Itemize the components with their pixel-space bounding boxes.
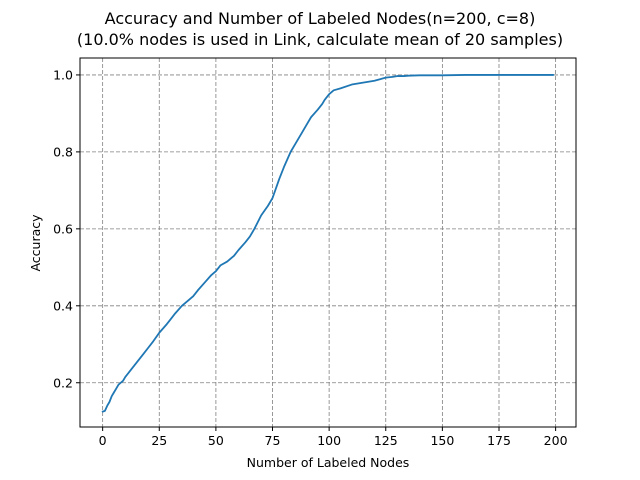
chart-title: Accuracy and Number of Labeled Nodes(n=2…	[105, 9, 536, 28]
x-axis-label: Number of Labeled Nodes	[247, 455, 410, 470]
plot-frame	[79, 57, 577, 428]
x-tick-label: 75	[265, 433, 281, 448]
x-tick-label: 200	[544, 433, 568, 448]
ticks: 0 25 50 75 100 125 150 175 200 0.2 0.4 0.6 0.8 1.0	[53, 67, 567, 448]
y-tick-label: 0.2	[53, 375, 73, 390]
x-tick-label: 0	[99, 433, 107, 448]
grid	[80, 58, 576, 427]
x-tick-label: 100	[317, 433, 341, 448]
series-layer	[101, 74, 555, 413]
y-tick-label: 0.4	[53, 298, 73, 313]
x-tick-label: 50	[208, 433, 224, 448]
x-tick-label: 25	[151, 433, 167, 448]
y-tick-label: 0.6	[53, 221, 73, 236]
y-tick-label: 0.8	[53, 144, 73, 159]
x-tick-label: 175	[487, 433, 511, 448]
accuracy-series-line	[101, 74, 555, 413]
x-tick-label: 125	[374, 433, 398, 448]
y-axis-label: Accuracy	[28, 214, 43, 272]
x-tick-label: 150	[430, 433, 454, 448]
chart-subtitle: (10.0% nodes is used in Link, calculate …	[77, 30, 563, 49]
y-tick-label: 1.0	[53, 67, 73, 82]
